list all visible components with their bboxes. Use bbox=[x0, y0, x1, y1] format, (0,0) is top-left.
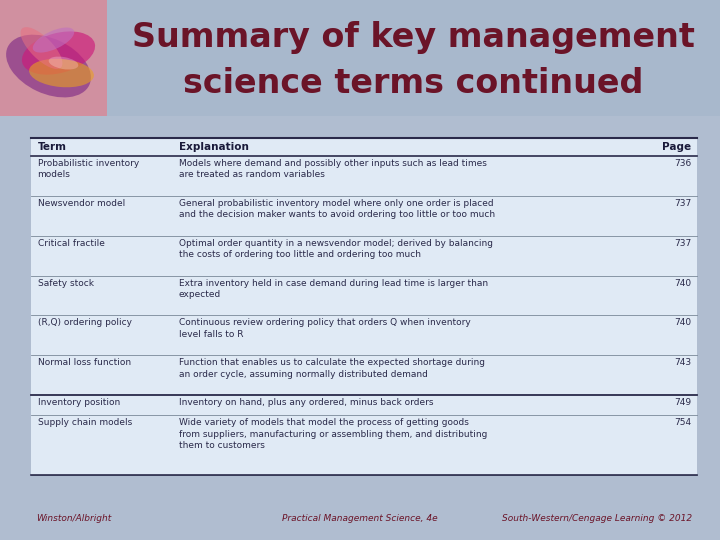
Bar bbox=[0, 0, 720, 116]
Text: Extra inventory held in case demand during lead time is larger than
expected: Extra inventory held in case demand duri… bbox=[179, 279, 487, 299]
Ellipse shape bbox=[21, 27, 63, 69]
Text: Page: Page bbox=[662, 141, 691, 152]
Text: South-Western/Cengage Learning © 2012: South-Western/Cengage Learning © 2012 bbox=[502, 514, 692, 523]
Ellipse shape bbox=[6, 35, 91, 97]
Text: Winston/Albright: Winston/Albright bbox=[36, 514, 111, 523]
Text: (R,Q) ordering policy: (R,Q) ordering policy bbox=[37, 319, 132, 327]
Text: Practical Management Science, 4e: Practical Management Science, 4e bbox=[282, 514, 438, 523]
Ellipse shape bbox=[29, 59, 94, 87]
Text: 740: 740 bbox=[674, 279, 691, 287]
Text: General probabilistic inventory model where only one order is placed
and the dec: General probabilistic inventory model wh… bbox=[179, 199, 495, 219]
Text: Summary of key management: Summary of key management bbox=[132, 21, 695, 53]
Ellipse shape bbox=[49, 57, 78, 70]
Bar bbox=[0, 0, 107, 116]
Text: Probabilistic inventory
models: Probabilistic inventory models bbox=[37, 159, 139, 179]
Text: 736: 736 bbox=[674, 159, 691, 168]
Text: Function that enables us to calculate the expected shortage during
an order cycl: Function that enables us to calculate th… bbox=[179, 359, 485, 379]
Text: Inventory on hand, plus any ordered, minus back orders: Inventory on hand, plus any ordered, min… bbox=[179, 399, 433, 407]
Ellipse shape bbox=[22, 31, 95, 75]
Text: Explanation: Explanation bbox=[179, 141, 248, 152]
Text: Optimal order quantity in a newsvendor model; derived by balancing
the costs of : Optimal order quantity in a newsvendor m… bbox=[179, 239, 492, 259]
Text: Critical fractile: Critical fractile bbox=[37, 239, 104, 247]
Text: 737: 737 bbox=[674, 239, 691, 247]
Text: 743: 743 bbox=[674, 359, 691, 367]
Text: Continuous review ordering policy that orders Q when inventory
level falls to R: Continuous review ordering policy that o… bbox=[179, 319, 470, 339]
Text: 737: 737 bbox=[674, 199, 691, 208]
Text: 754: 754 bbox=[674, 418, 691, 427]
Text: 749: 749 bbox=[674, 399, 691, 407]
Text: Inventory position: Inventory position bbox=[37, 399, 120, 407]
Text: Safety stock: Safety stock bbox=[37, 279, 94, 287]
Bar bbox=[31, 138, 697, 475]
Text: science terms continued: science terms continued bbox=[184, 67, 644, 100]
Text: Term: Term bbox=[37, 141, 66, 152]
Text: Normal loss function: Normal loss function bbox=[37, 359, 131, 367]
Text: Supply chain models: Supply chain models bbox=[37, 418, 132, 427]
Text: Newsvendor model: Newsvendor model bbox=[37, 199, 125, 208]
Text: 740: 740 bbox=[674, 319, 691, 327]
Text: Models where demand and possibly other inputs such as lead times
are treated as : Models where demand and possibly other i… bbox=[179, 159, 487, 179]
Ellipse shape bbox=[32, 28, 74, 52]
Text: Wide variety of models that model the process of getting goods
from suppliers, m: Wide variety of models that model the pr… bbox=[179, 418, 487, 450]
